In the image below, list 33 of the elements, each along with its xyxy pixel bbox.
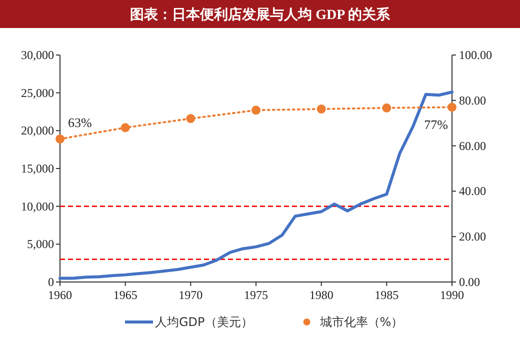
- x-tick-label: 1985: [374, 288, 399, 302]
- y2-tick-label: 0.00: [459, 275, 480, 289]
- y2-tick-label: 100.00: [459, 48, 492, 62]
- x-tick-label: 1975: [244, 288, 268, 302]
- point: [186, 114, 196, 124]
- y-tick-label: 0: [48, 275, 54, 289]
- y2-tick-label: 20.00: [459, 230, 486, 244]
- chart-title: 图表：日本便利店发展与人均 GDP 的关系: [130, 6, 391, 23]
- y2-tick-label: 80.00: [459, 93, 486, 108]
- x-tick-label: 1960: [48, 288, 72, 302]
- line-series: [58, 90, 454, 280]
- point: [316, 104, 326, 114]
- point: [448, 102, 456, 112]
- y-tick-label: 5,000: [27, 237, 54, 252]
- y-tick-label: 20,000: [21, 124, 54, 138]
- point: [382, 103, 392, 112]
- y2-tick-label: 40.00: [459, 184, 486, 198]
- y-tick-label: 15,000: [21, 162, 54, 176]
- legend-label: 人均GDP（美元）: [155, 315, 253, 329]
- x-tick-label: 1965: [113, 288, 138, 302]
- legend-label: 城市化率（%）: [318, 315, 404, 329]
- x-tick-label: 1980: [309, 288, 334, 302]
- data-label: 63%: [68, 114, 92, 130]
- point: [56, 134, 64, 144]
- x-tick-label: 1970: [178, 288, 203, 302]
- y-tick-label: 30,000: [21, 48, 54, 62]
- x-tick-label: 1990: [440, 288, 464, 302]
- point: [252, 106, 260, 115]
- y2-tick-label: 60.00: [459, 138, 486, 153]
- y-tick-label: 25,000: [21, 86, 54, 100]
- y-tick-label: 10,000: [21, 199, 54, 214]
- data-label: 77%: [424, 117, 448, 132]
- point: [120, 123, 130, 132]
